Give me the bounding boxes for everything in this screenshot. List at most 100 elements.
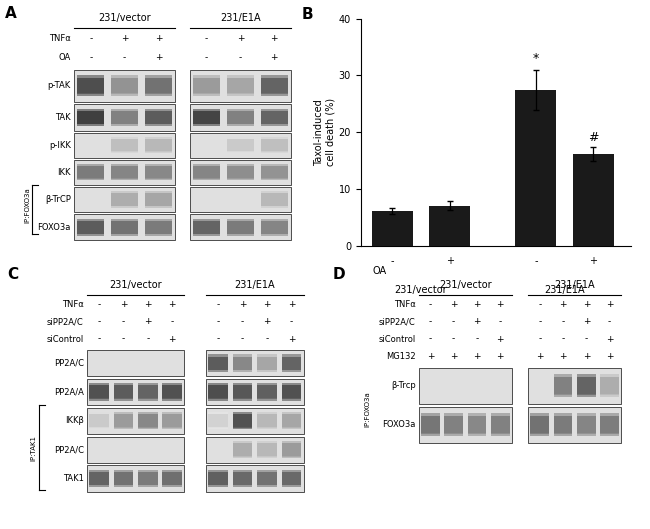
Bar (89, 386, 109, 399)
Bar (74, 70, 176, 102)
Text: OA: OA (372, 266, 386, 276)
Bar (111, 94, 138, 96)
Bar (162, 386, 182, 399)
Text: +: + (450, 352, 458, 361)
Text: -: - (98, 317, 101, 326)
Bar (257, 354, 277, 357)
Bar (77, 166, 104, 179)
Text: -: - (499, 317, 502, 326)
Bar (227, 164, 254, 166)
Text: +: + (497, 334, 504, 343)
Text: -: - (216, 300, 220, 309)
Bar (111, 164, 138, 166)
Bar (257, 357, 277, 370)
Bar (206, 350, 304, 377)
Bar (193, 111, 220, 124)
Bar (554, 433, 573, 436)
Bar (77, 234, 104, 236)
Bar (206, 466, 304, 492)
Bar (190, 70, 291, 102)
Bar (145, 139, 172, 152)
Bar (233, 414, 252, 427)
Text: +: + (263, 317, 270, 326)
Text: -: - (290, 317, 293, 326)
Bar (491, 433, 510, 436)
Bar (138, 398, 157, 400)
Bar (419, 368, 512, 404)
Bar (554, 413, 573, 416)
Text: -: - (265, 334, 268, 343)
Bar (114, 384, 133, 386)
Bar (190, 133, 291, 158)
Text: +: + (606, 300, 614, 309)
Bar (528, 368, 621, 404)
Bar (86, 350, 185, 377)
Bar (114, 472, 133, 486)
Bar (601, 374, 619, 377)
Text: +: + (473, 352, 481, 361)
Text: -: - (241, 317, 244, 326)
Text: +: + (288, 300, 295, 309)
Bar (77, 221, 104, 234)
Text: -: - (452, 334, 455, 343)
Bar (114, 386, 133, 399)
Text: -: - (205, 53, 208, 62)
Text: β-Trcp: β-Trcp (391, 381, 416, 390)
Bar (261, 75, 288, 78)
Text: +: + (288, 334, 295, 343)
Text: -: - (122, 334, 125, 343)
Bar (257, 485, 277, 487)
Text: +: + (263, 300, 270, 309)
Bar (467, 416, 486, 434)
Text: +: + (606, 352, 614, 361)
Bar (281, 472, 301, 486)
Bar (111, 139, 138, 152)
Text: 231/vector: 231/vector (98, 13, 151, 23)
Bar (281, 412, 301, 414)
Bar (193, 75, 220, 78)
Bar (145, 219, 172, 221)
Bar (77, 78, 104, 94)
Text: -: - (429, 317, 432, 326)
Bar (227, 94, 254, 96)
Bar (445, 413, 463, 416)
Text: TNFα: TNFα (394, 300, 416, 309)
Bar (162, 412, 182, 414)
Bar (89, 384, 109, 386)
Bar (208, 412, 228, 414)
Text: p-TAK: p-TAK (47, 81, 71, 90)
Bar (257, 470, 277, 472)
Bar (114, 485, 133, 487)
Bar (233, 470, 252, 472)
Bar (530, 433, 549, 436)
Bar (138, 412, 157, 414)
Bar (111, 111, 138, 124)
Bar (227, 139, 254, 152)
Bar (162, 384, 182, 386)
Text: 231/vector: 231/vector (439, 280, 491, 290)
Bar (145, 194, 172, 206)
Bar (281, 441, 301, 443)
Bar (601, 394, 619, 397)
Bar (257, 472, 277, 486)
Text: -: - (534, 256, 538, 266)
Bar (193, 166, 220, 179)
Bar (577, 394, 595, 397)
Bar (281, 470, 301, 472)
Bar (227, 75, 254, 78)
Text: p-IKK: p-IKK (49, 141, 71, 150)
Text: OA: OA (58, 53, 71, 62)
Bar (114, 398, 133, 400)
Bar (162, 398, 182, 400)
Text: -: - (608, 317, 611, 326)
Bar (261, 178, 288, 180)
Text: siControl: siControl (46, 334, 84, 343)
Text: +: + (155, 53, 162, 62)
Bar (233, 370, 252, 372)
Bar (193, 219, 220, 221)
Bar (227, 178, 254, 180)
Bar (111, 191, 138, 194)
Bar (467, 433, 486, 436)
Bar (467, 413, 486, 416)
Text: +: + (536, 352, 543, 361)
